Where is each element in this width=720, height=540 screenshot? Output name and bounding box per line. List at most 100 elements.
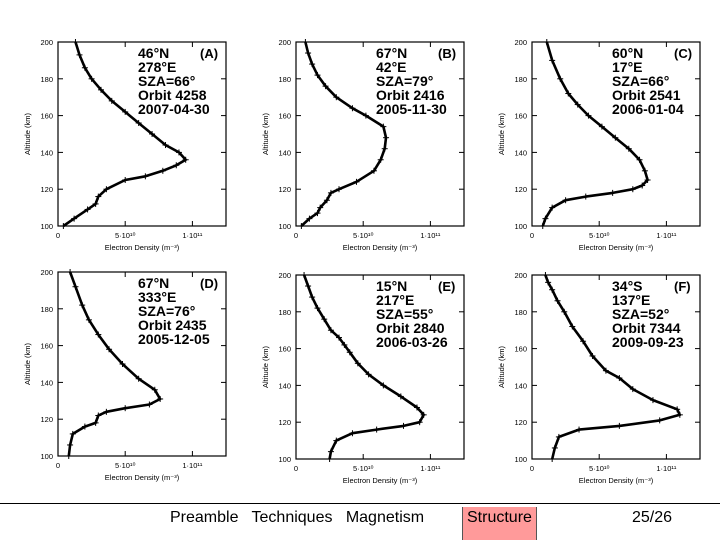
nav-item-techniques[interactable]: Techniques — [251, 509, 333, 526]
data-point — [305, 50, 312, 57]
annotation-line: 2009-09-23 — [612, 334, 684, 350]
data-point — [353, 178, 360, 185]
y-tick-label: 120 — [40, 415, 53, 424]
y-tick-label: 200 — [40, 268, 53, 277]
data-point — [72, 283, 79, 290]
data-point — [380, 123, 387, 130]
panel-annotation: 67°N 333°E SZA=76° Orbit 2435 2005-12-05 — [138, 276, 210, 346]
data-point — [373, 426, 380, 433]
data-point — [333, 94, 340, 101]
data-point — [549, 286, 556, 293]
x-tick-label: 5·10¹⁰ — [589, 464, 610, 473]
y-tick-label: 100 — [40, 452, 53, 461]
data-point — [98, 86, 105, 93]
panel-letter: (D) — [200, 276, 219, 291]
y-tick-label: 180 — [40, 305, 53, 314]
annotation-line: 2006-01-04 — [612, 101, 684, 117]
data-point — [674, 406, 681, 413]
data-point — [629, 386, 636, 393]
data-point — [159, 167, 166, 174]
data-point — [182, 156, 189, 163]
chart-panel-b: 100 120 140 160 180 200 0 5·10¹⁰ 1·10¹¹ Electron … — [248, 32, 478, 274]
data-point — [557, 75, 564, 82]
data-point — [542, 215, 549, 222]
data-point — [135, 119, 142, 126]
data-point — [336, 186, 343, 193]
data-point — [561, 308, 568, 315]
panel-letter: (C) — [674, 46, 693, 61]
data-point — [122, 405, 129, 412]
data-point — [649, 397, 656, 404]
nav-item-preamble[interactable]: Preamble — [170, 509, 239, 526]
x-axis-label: Electron Density (m⁻³) — [579, 476, 654, 485]
data-point — [322, 83, 329, 90]
data-point — [146, 401, 153, 408]
x-tick-label: 5·10¹⁰ — [353, 231, 374, 240]
data-point — [549, 204, 556, 211]
data-point — [162, 142, 169, 149]
data-point — [151, 386, 158, 393]
profile-line — [544, 274, 682, 460]
data-point — [103, 186, 110, 193]
panel-annotation: 15°N 217°E SZA=55° Orbit 2840 2006-03-26 — [376, 279, 448, 349]
data-point — [314, 72, 321, 79]
data-point — [314, 210, 321, 217]
data-point — [380, 382, 387, 389]
panel-annotation: 34°S 137°E SZA=52° Orbit 7344 2009-09-23 — [612, 279, 684, 349]
plot-frame — [295, 274, 465, 460]
data-point — [327, 448, 334, 455]
data-point — [543, 39, 550, 45]
chart-svg-a: 100 120 140 160 180 200 0 5·10¹⁰ 1·10¹¹Electron … — [23, 38, 227, 252]
y-tick-label: 160 — [514, 112, 527, 121]
y-axis-label: Altitude (km) — [23, 342, 32, 385]
annotation-line: Orbit 2840 — [376, 320, 445, 336]
annotation-line: 137°E — [612, 292, 651, 308]
y-tick-label: 200 — [514, 38, 527, 47]
data-point — [106, 346, 113, 353]
x-tick-label: 0 — [56, 461, 60, 470]
data-point — [333, 437, 340, 444]
panel-letter: (E) — [438, 279, 456, 294]
data-point — [69, 430, 76, 437]
data-point — [92, 200, 99, 207]
x-tick-label: 1·10¹¹ — [656, 464, 677, 473]
data-point — [629, 186, 636, 193]
y-tick-label: 120 — [278, 418, 291, 427]
annotation-line: 67°N — [376, 45, 408, 61]
data-point — [298, 223, 305, 229]
data-point — [365, 371, 372, 378]
page-number: 25/26 — [632, 509, 673, 526]
nav-item-structure[interactable]: Structure — [462, 507, 537, 540]
data-point — [413, 404, 420, 411]
data-point — [92, 419, 99, 426]
data-point — [354, 360, 361, 367]
data-point — [400, 422, 407, 429]
x-tick-label: 5·10¹⁰ — [115, 231, 136, 240]
data-point — [381, 145, 388, 152]
annotation-line: Orbit 4258 — [138, 87, 207, 103]
data-point — [81, 64, 88, 71]
data-point — [644, 177, 651, 183]
nav-item-magnetism[interactable]: Magnetism — [345, 509, 425, 526]
annotation-line: 2005-12-05 — [138, 331, 210, 347]
y-tick-label: 140 — [40, 378, 53, 387]
data-point — [71, 215, 78, 222]
y-tick-label: 120 — [514, 185, 527, 194]
x-tick-label: 0 — [56, 231, 60, 240]
x-tick-label: 5·10¹⁰ — [115, 461, 136, 470]
data-point — [549, 456, 556, 462]
data-point — [555, 433, 562, 440]
annotation-line: SZA=52° — [612, 306, 670, 322]
data-point — [639, 182, 646, 189]
data-point — [602, 367, 609, 374]
data-point — [84, 206, 91, 213]
annotation-line: 217°E — [376, 292, 415, 308]
data-point — [326, 456, 333, 462]
data-point — [108, 97, 115, 104]
data-point — [589, 352, 596, 359]
data-point — [416, 419, 423, 426]
data-point — [545, 279, 552, 286]
panel-annotation: 67°N 42°E SZA=79° Orbit 2416 2005-11-30 — [376, 46, 447, 116]
annotation-line: Orbit 2541 — [612, 87, 681, 103]
data-point — [314, 305, 321, 312]
